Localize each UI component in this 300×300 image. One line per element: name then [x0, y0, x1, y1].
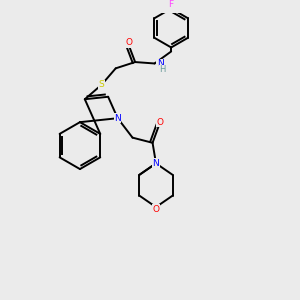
Text: N: N [114, 114, 121, 123]
Text: S: S [98, 80, 104, 89]
Text: O: O [125, 38, 132, 47]
Text: O: O [152, 205, 160, 214]
Text: O: O [157, 118, 164, 127]
Text: N: N [153, 159, 159, 168]
Text: N: N [157, 59, 164, 68]
Text: F: F [169, 0, 174, 9]
Text: H: H [159, 65, 166, 74]
